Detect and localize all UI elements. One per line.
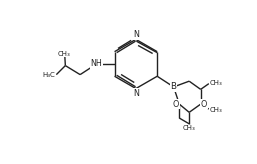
Text: N: N [133, 30, 139, 39]
Text: O: O [173, 100, 179, 109]
Text: CH₃: CH₃ [57, 51, 70, 57]
Text: B: B [171, 82, 177, 91]
Text: O: O [201, 100, 207, 109]
Text: CH₃: CH₃ [183, 125, 196, 131]
Text: H₃C: H₃C [43, 72, 56, 78]
Text: CH₃: CH₃ [209, 107, 222, 113]
Text: CH₃: CH₃ [209, 80, 222, 86]
Text: N: N [133, 89, 139, 98]
Text: NH: NH [91, 60, 102, 68]
